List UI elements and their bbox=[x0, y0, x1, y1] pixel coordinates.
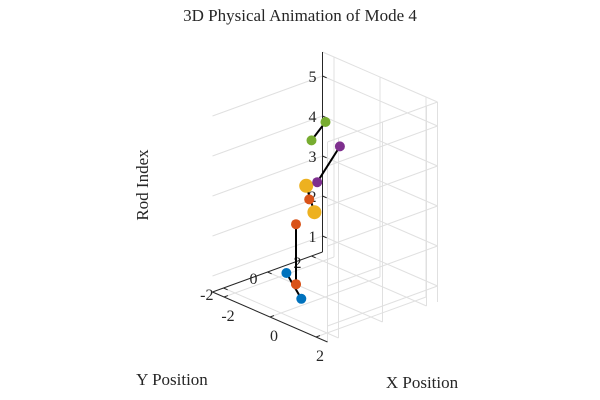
rod-5-endpoint bbox=[306, 135, 317, 146]
rod-5-endpoint bbox=[320, 117, 331, 127]
z-tick-mark bbox=[322, 235, 327, 239]
x-tick-mark bbox=[269, 315, 275, 318]
y-tick-label: -2 bbox=[200, 287, 213, 304]
grid-line bbox=[212, 75, 323, 117]
y-tick-mark bbox=[223, 287, 228, 291]
y-tick-mark bbox=[267, 271, 272, 275]
z-axis-label: Rod Index bbox=[133, 149, 152, 221]
rod-3-endpoint bbox=[307, 205, 322, 220]
rod-4-endpoint bbox=[312, 177, 323, 188]
x-tick-label: -2 bbox=[221, 308, 234, 325]
grid-edge bbox=[322, 51, 438, 103]
grid-line bbox=[311, 255, 427, 307]
z-tick-label: 3 bbox=[309, 149, 317, 166]
z-tick-label: 1 bbox=[309, 229, 317, 246]
z-tick-mark bbox=[322, 155, 327, 159]
rod-1-endpoint bbox=[281, 268, 292, 278]
y-tick-mark bbox=[311, 255, 316, 259]
rod-4 bbox=[316, 145, 341, 183]
x-tick-mark bbox=[223, 295, 229, 298]
rods bbox=[281, 117, 345, 304]
grid-line bbox=[267, 271, 383, 323]
y-tick-label: 0 bbox=[250, 271, 258, 288]
rod-3-endpoint bbox=[299, 178, 314, 193]
y-axis-label: Y Position bbox=[136, 370, 208, 389]
rod-2-endpoint bbox=[291, 279, 301, 290]
z-tick-label: 4 bbox=[309, 109, 317, 126]
chart-title: 3D Physical Animation of Mode 4 bbox=[183, 6, 417, 25]
grid-line bbox=[212, 115, 323, 157]
x-tick-mark bbox=[315, 335, 321, 338]
rod-3-joint bbox=[304, 194, 315, 205]
grid-edge bbox=[327, 101, 438, 143]
grid-line bbox=[212, 155, 323, 197]
x-axis-label: X Position bbox=[386, 373, 459, 392]
grid-line bbox=[223, 287, 339, 339]
z-tick-mark bbox=[322, 75, 327, 79]
rod-4-endpoint bbox=[334, 141, 345, 152]
x-tick-label: 0 bbox=[270, 328, 278, 345]
z-tick-label: 5 bbox=[309, 69, 317, 86]
x-tick-label: 2 bbox=[316, 348, 324, 365]
grid-line bbox=[212, 235, 323, 277]
grid-line bbox=[212, 195, 323, 237]
z-tick-mark bbox=[322, 195, 327, 199]
rod-1-endpoint bbox=[296, 293, 307, 304]
rod-2-endpoint bbox=[291, 219, 301, 230]
y-tick-label: 2 bbox=[294, 255, 302, 272]
